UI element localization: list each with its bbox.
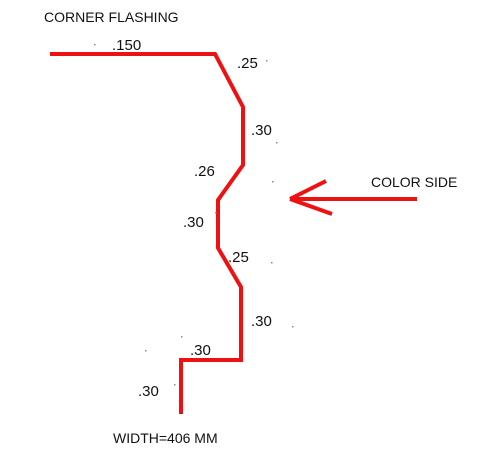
flashing-profile [50,52,245,414]
dimension-label: .25 [237,55,258,72]
dimension-label: .30 [251,313,272,330]
dimension-label: .30 [251,122,272,139]
dimension-label: .30 [190,342,211,359]
dimension-label: .150 [112,37,141,54]
width-label: WIDTH=406 MM [113,430,218,446]
dimension-label: .30 [138,383,159,400]
dimension-label: .26 [194,163,215,180]
diagram-title: CORNER FLASHING [44,9,179,25]
color-side-label: COLOR SIDE [371,174,457,190]
color-side-arrow [289,179,417,216]
dimension-label: .25 [228,249,249,266]
scan-specks [94,44,294,386]
dimension-label: .30 [183,214,204,231]
